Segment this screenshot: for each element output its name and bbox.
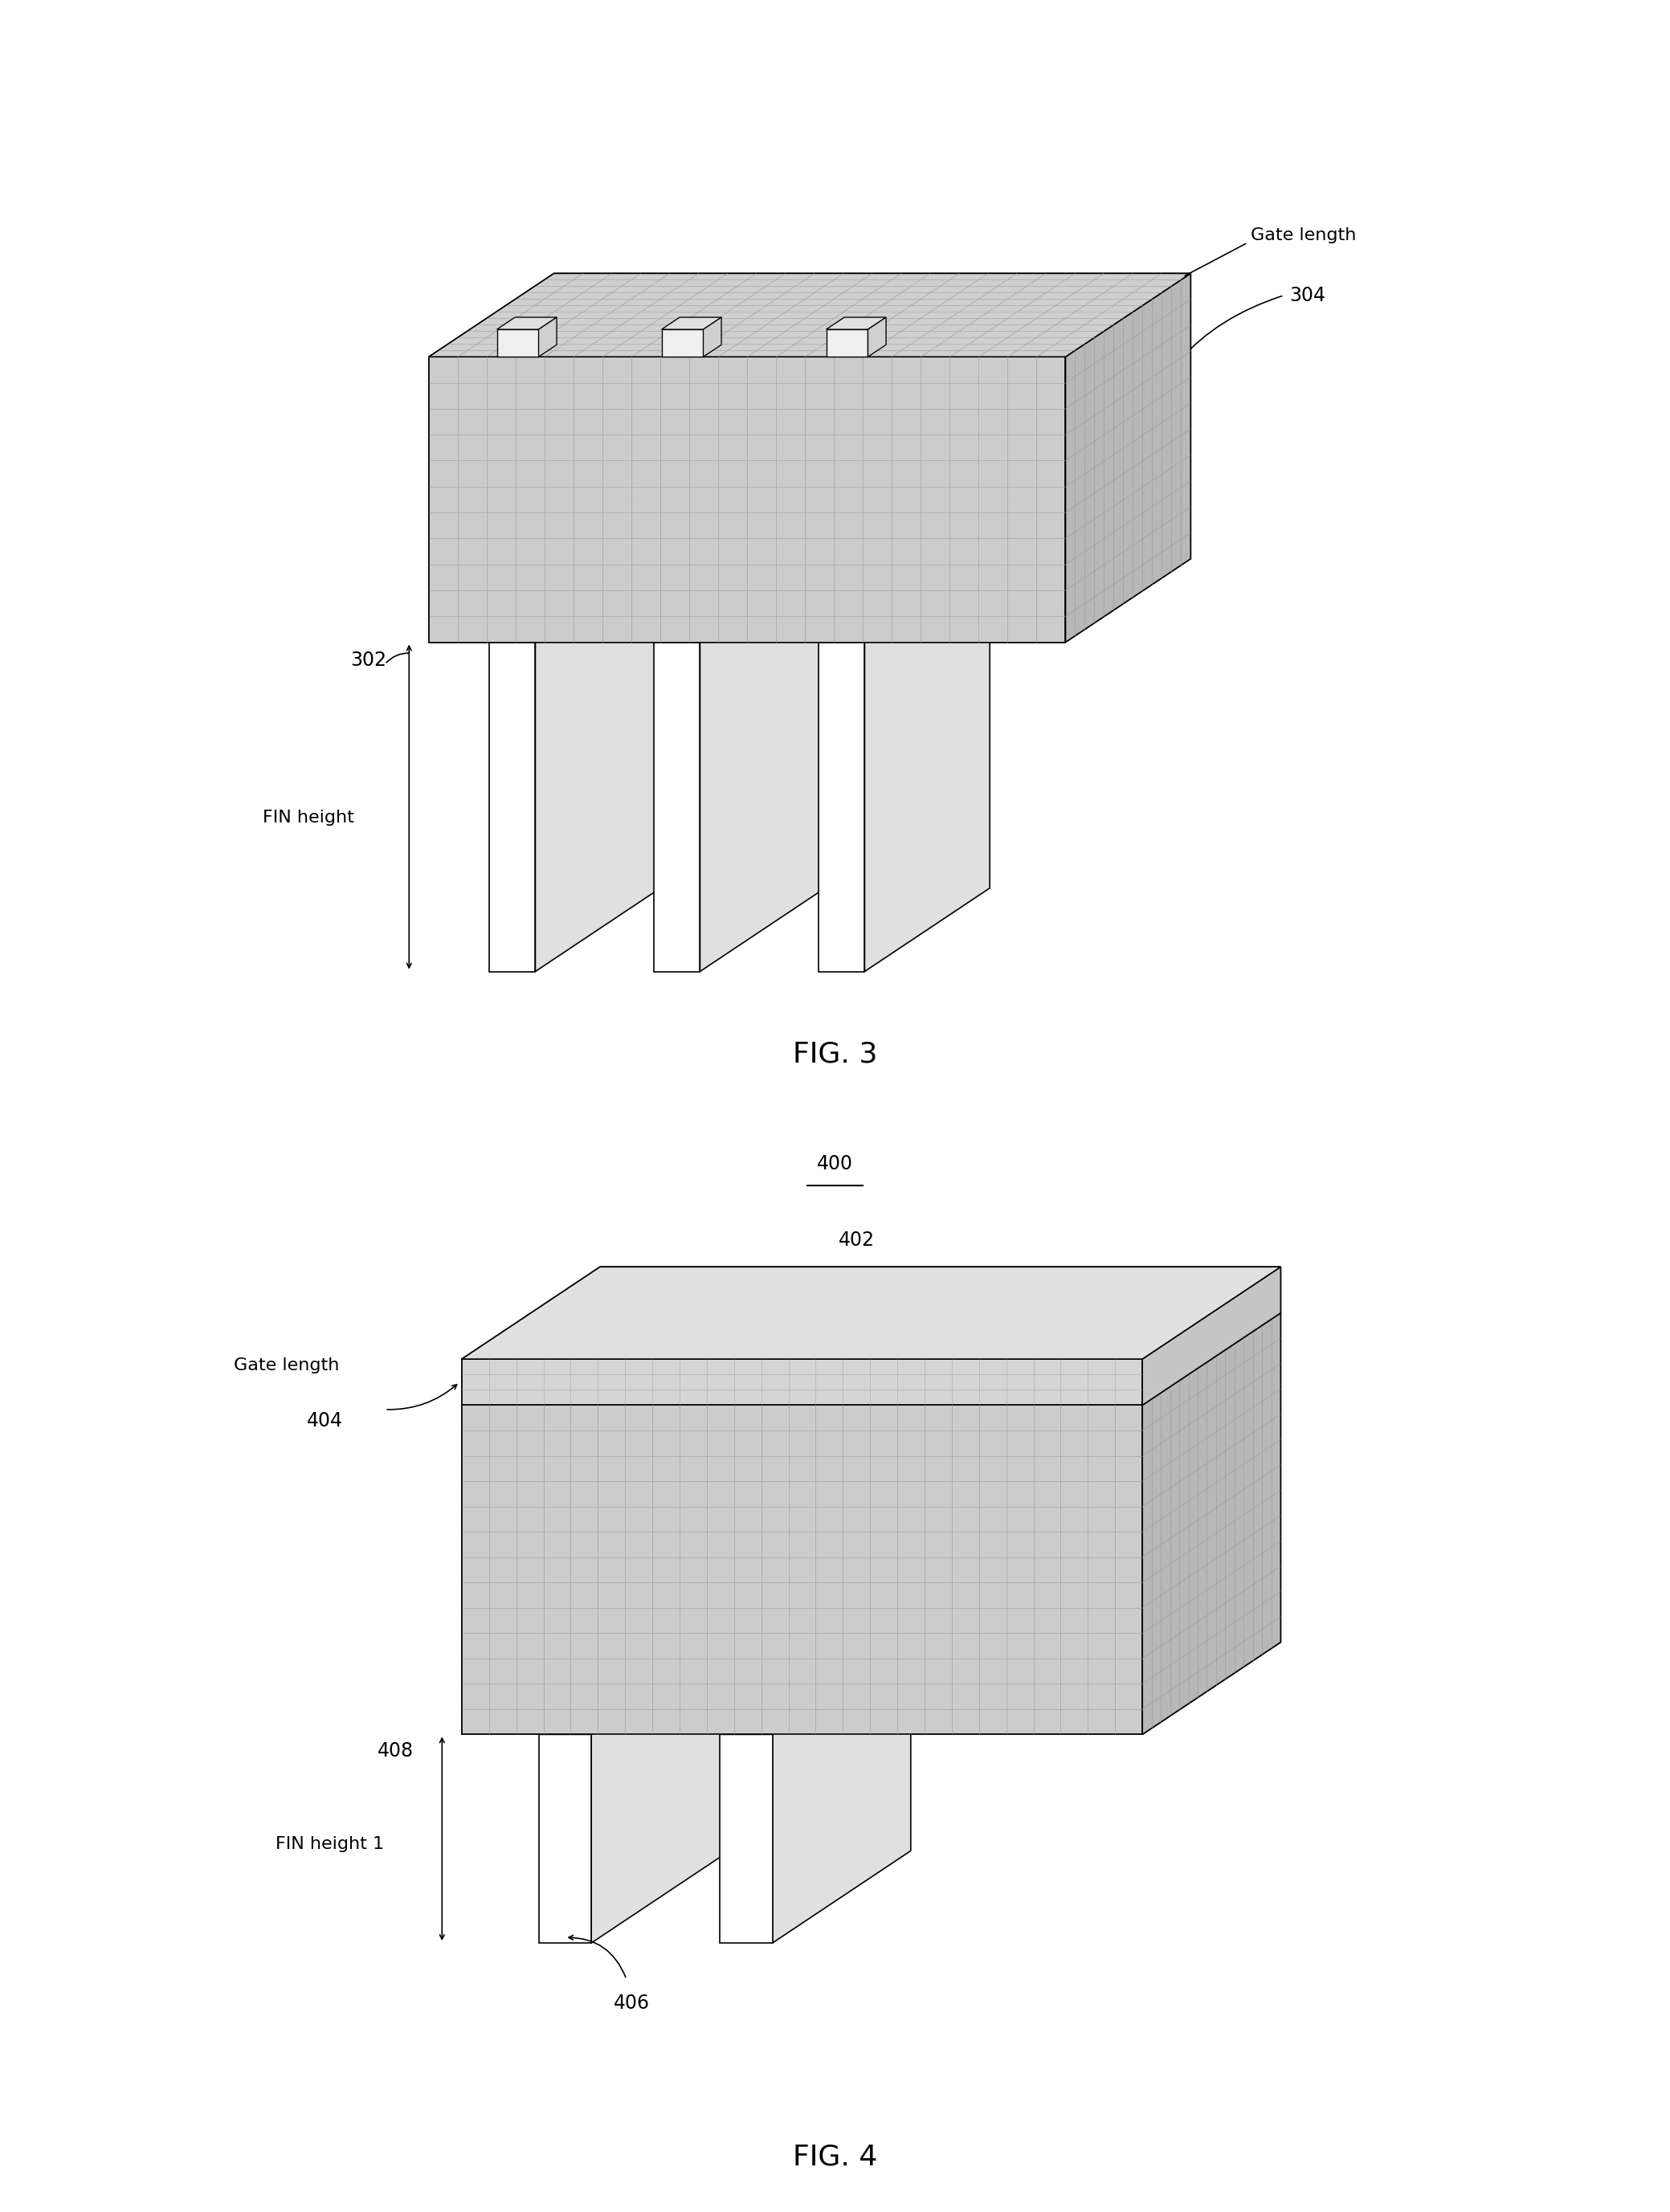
Polygon shape — [868, 316, 887, 356]
Polygon shape — [827, 330, 868, 356]
Polygon shape — [429, 274, 1191, 356]
Polygon shape — [720, 1641, 910, 1734]
Polygon shape — [1065, 274, 1191, 641]
Polygon shape — [463, 1267, 1281, 1358]
Polygon shape — [463, 1358, 1142, 1405]
Text: Gate length: Gate length — [234, 1358, 339, 1374]
Polygon shape — [818, 641, 865, 971]
Polygon shape — [1142, 1314, 1281, 1734]
Polygon shape — [661, 330, 703, 356]
Polygon shape — [429, 356, 1065, 641]
Text: 302: 302 — [351, 650, 386, 670]
Polygon shape — [498, 316, 556, 330]
Polygon shape — [489, 641, 536, 971]
Polygon shape — [498, 330, 539, 356]
Polygon shape — [591, 1641, 730, 1942]
Polygon shape — [700, 560, 825, 971]
Text: FIN height 1: FIN height 1 — [276, 1836, 384, 1851]
Polygon shape — [429, 356, 1065, 641]
Polygon shape — [539, 316, 556, 356]
Text: 304: 304 — [1289, 285, 1326, 305]
Text: FIG. 3: FIG. 3 — [793, 1040, 877, 1068]
Text: 406: 406 — [615, 1993, 650, 2013]
Polygon shape — [489, 560, 660, 641]
Text: Gate length: Gate length — [1251, 228, 1356, 243]
Polygon shape — [720, 1734, 773, 1942]
Polygon shape — [1142, 1267, 1281, 1405]
Polygon shape — [539, 1734, 591, 1942]
Polygon shape — [827, 316, 887, 330]
Polygon shape — [661, 316, 721, 330]
Text: FIG. 4: FIG. 4 — [793, 2143, 877, 2170]
Polygon shape — [463, 1358, 1142, 1405]
Polygon shape — [818, 560, 990, 641]
Polygon shape — [463, 1405, 1142, 1734]
Polygon shape — [539, 1641, 730, 1734]
Polygon shape — [463, 1267, 1281, 1358]
Text: 408: 408 — [377, 1741, 414, 1761]
Polygon shape — [703, 316, 721, 356]
Polygon shape — [1142, 1314, 1281, 1734]
Text: 404: 404 — [307, 1411, 342, 1431]
Polygon shape — [773, 1641, 910, 1942]
Text: 400: 400 — [817, 1155, 853, 1172]
Polygon shape — [1065, 274, 1191, 641]
Polygon shape — [429, 274, 1191, 356]
Text: 402: 402 — [838, 1230, 875, 1250]
Polygon shape — [865, 560, 990, 971]
Text: FIN height: FIN height — [262, 810, 354, 825]
Polygon shape — [536, 560, 660, 971]
Polygon shape — [463, 1405, 1142, 1734]
Polygon shape — [1142, 1267, 1281, 1405]
Polygon shape — [655, 641, 700, 971]
Polygon shape — [655, 560, 825, 641]
